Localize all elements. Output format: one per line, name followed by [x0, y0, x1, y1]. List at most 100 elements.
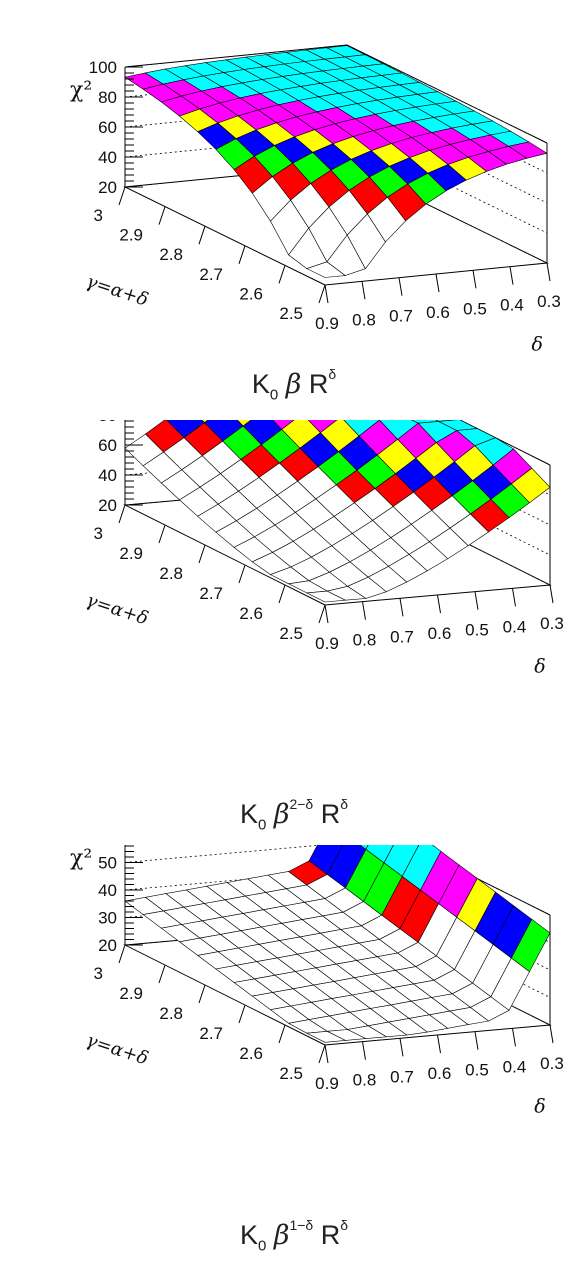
chart-panel-1: 100 80 60 40 20 χ² 3 2.9 2.8 2.7 2.6 2.5 γ=α+δ 0.9 0.8… — [0, 0, 588, 420]
y-tick — [238, 1004, 246, 1024]
surface-plot-2: 10080604020χ²32.92.82.72.62.5γ=α+δ0.90.8… — [70, 420, 564, 677]
y-tick — [158, 964, 166, 984]
x-tick — [435, 273, 440, 293]
z-tick-label: 40 — [98, 466, 117, 485]
x-tick — [399, 598, 404, 617]
y-tick — [198, 984, 206, 1004]
surface-cell — [272, 420, 295, 430]
x-tick-label: 0.7 — [390, 627, 414, 646]
x-tick — [399, 1038, 404, 1057]
z-axis-label: χ² — [70, 78, 92, 103]
x-tick-label: 0.9 — [315, 634, 339, 653]
gridline — [124, 44, 548, 144]
title-r-exp: δ — [328, 366, 337, 382]
y-tick-label: 2.5 — [279, 304, 303, 323]
x-tick-label: 0.7 — [390, 1067, 414, 1086]
y-axis-label: γ=α+δ — [83, 271, 150, 311]
y-tick-label: 2.9 — [119, 984, 143, 1003]
x-tick-label: 0.6 — [426, 303, 450, 322]
y-tick-label: 3 — [94, 964, 103, 983]
box-top-edge — [408, 845, 551, 916]
x-tick — [549, 584, 554, 604]
chart-title-1: K0 β Rδ — [0, 366, 588, 403]
title-beta: β — [273, 1220, 290, 1251]
x-tick — [474, 591, 479, 610]
x-tick-label: 0.6 — [428, 624, 452, 643]
y-tick — [118, 944, 126, 964]
y-tick — [318, 604, 326, 624]
y-tick-label: 2.7 — [199, 584, 223, 603]
z-axis — [118, 420, 554, 624]
title-r-exp: δ — [340, 796, 349, 812]
surface-mesh — [124, 420, 551, 603]
x-axis-label: δ — [531, 334, 542, 356]
z-tick-label: 40 — [98, 881, 117, 900]
title-r-exp: δ — [340, 1217, 349, 1233]
y-tick-label: 2.8 — [159, 1004, 183, 1023]
z-axis-label: χ² — [70, 846, 92, 871]
title-k-sub: 0 — [269, 386, 279, 404]
x-tick — [472, 270, 477, 289]
surface-cell — [510, 467, 551, 504]
surface-mesh — [124, 45, 548, 278]
surface-mesh — [124, 845, 551, 1043]
x-tick-label: 0.8 — [352, 310, 376, 329]
surface-cell — [365, 845, 394, 864]
z-tick-label: 100 — [89, 58, 117, 77]
y-tick-label: 2.6 — [239, 604, 263, 623]
x-tick-label: 0.6 — [428, 1064, 452, 1083]
y-tick-label: 2.9 — [119, 544, 143, 563]
title-beta: β — [285, 369, 302, 400]
y-tick-label: 2.7 — [199, 265, 223, 284]
chart-title-3: K0 β1−δ Rδ — [0, 1217, 588, 1254]
x-tick-label: 0.5 — [463, 299, 487, 318]
y-tick — [318, 1044, 326, 1064]
x-tick — [509, 266, 514, 285]
x-tick — [324, 604, 329, 624]
x-tick-label: 0.4 — [500, 296, 524, 315]
y-tick — [278, 584, 286, 604]
x-tick-label: 0.8 — [353, 1071, 377, 1090]
x-tick-label: 0.8 — [353, 631, 377, 650]
title-r: R — [320, 1220, 341, 1250]
y-tick-label: 3 — [94, 524, 103, 543]
y-tick — [198, 226, 206, 245]
y-tick-label: 3 — [94, 206, 103, 225]
gridline — [124, 164, 548, 264]
x-tick — [437, 1034, 441, 1054]
title-k: K — [251, 369, 270, 399]
z-axis — [118, 845, 554, 1064]
z-tick-label: 80 — [98, 420, 117, 425]
x-tick-label: 0.3 — [540, 614, 564, 633]
x-tick — [512, 588, 516, 607]
title-k: K — [239, 1220, 258, 1250]
y-tick — [158, 206, 166, 225]
z-tick-label: 60 — [98, 118, 117, 137]
title-beta: β — [273, 799, 290, 830]
x-tick-label: 0.5 — [465, 1061, 489, 1080]
x-tick — [362, 601, 366, 620]
title-k-sub: 0 — [257, 816, 267, 834]
x-tick-label: 0.9 — [315, 314, 339, 333]
title-k-sub: 0 — [257, 1237, 267, 1255]
x-tick-label: 0.4 — [503, 1057, 527, 1076]
gridline — [124, 134, 548, 234]
y-tick-label: 2.7 — [199, 1024, 223, 1043]
x-tick — [512, 1028, 516, 1047]
x-axis-label: δ — [534, 1095, 545, 1117]
y-tick-label: 2.5 — [279, 624, 303, 643]
x-tick-label: 0.3 — [537, 292, 561, 311]
x-tick — [324, 1044, 329, 1064]
y-tick-label: 2.8 — [159, 564, 183, 583]
y-tick-label: 2.6 — [239, 1044, 263, 1063]
z-tick-label: 20 — [98, 178, 117, 197]
x-axis-label: δ — [534, 655, 545, 677]
y-tick — [198, 544, 206, 564]
z-tick-label: 40 — [98, 148, 117, 167]
z-axis — [118, 66, 551, 304]
title-beta-exp: 1−δ — [289, 1217, 314, 1233]
y-axis-label: γ=α+δ — [83, 1030, 150, 1070]
y-tick — [238, 245, 246, 264]
x-tick — [324, 284, 329, 304]
surface-cell — [511, 918, 551, 973]
